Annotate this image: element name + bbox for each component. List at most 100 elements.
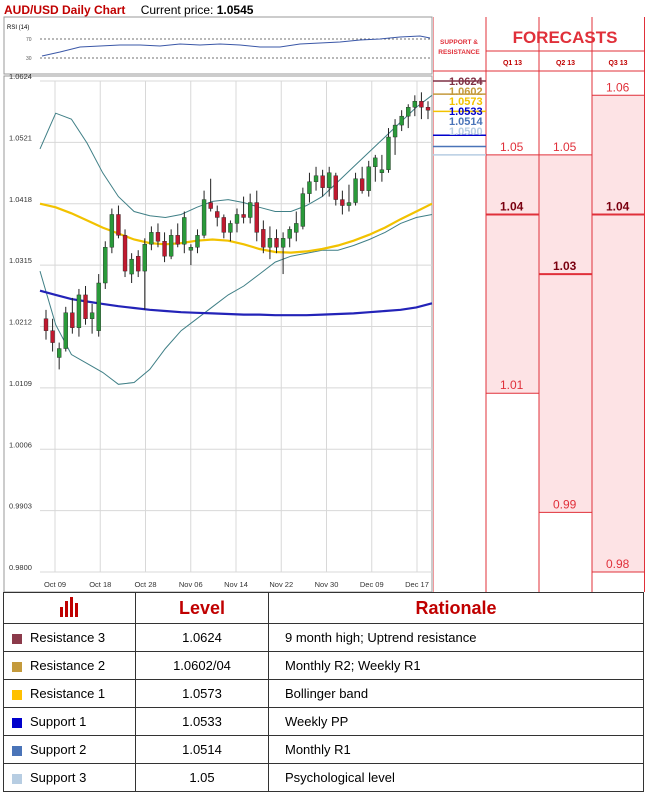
- candle-body: [188, 247, 194, 251]
- forecasts-title: FORECASTS: [513, 28, 618, 47]
- level-name-cell: Resistance 2: [3, 651, 136, 680]
- table-header-icon-cell: [3, 592, 136, 624]
- candle-body: [313, 175, 319, 182]
- x-tick-label: Dec 09: [360, 580, 384, 589]
- candle-body: [320, 175, 325, 188]
- candle-body: [373, 157, 378, 168]
- candle-body: [386, 136, 391, 170]
- candle-body: [392, 124, 398, 138]
- y-tick-label: 1.0212: [9, 318, 32, 327]
- level-name-cell: Support 3: [3, 763, 136, 792]
- candle-body: [56, 348, 62, 358]
- candle-body: [83, 294, 88, 319]
- x-tick-label: Nov 22: [269, 580, 293, 589]
- level-name: Resistance 1: [30, 686, 106, 701]
- candle-body: [274, 238, 279, 248]
- candle-body: [162, 241, 167, 257]
- x-tick-label: Oct 09: [44, 580, 66, 589]
- candle-body: [280, 238, 286, 248]
- y-tick-label: 1.0315: [9, 256, 32, 265]
- level-name: Resistance 2: [30, 658, 106, 673]
- x-tick-label: Dec 17: [405, 580, 429, 589]
- level-value: 1.0573: [135, 679, 269, 708]
- level-name-cell: Support 2: [3, 735, 136, 764]
- level-name: Support 3: [30, 770, 87, 785]
- chart-header: AUD/USD Daily Chart Current price: 1.054…: [4, 3, 253, 17]
- table-row: Resistance 1 1.0573 Bollinger band: [3, 679, 644, 708]
- sr-level-tag: 1.0602: [449, 86, 483, 98]
- forecast-column-label: Q2 13: [556, 60, 575, 67]
- price-panel: [3, 75, 433, 592]
- bar-chart-icon: [59, 596, 78, 617]
- candle-body: [261, 229, 266, 248]
- level-name: Support 1: [30, 714, 87, 729]
- candle-body: [425, 107, 431, 111]
- moving-average-yellow-line: [39, 202, 433, 254]
- sr-level-tag: 1.0500: [449, 126, 483, 138]
- candle-body: [406, 107, 411, 117]
- candle-body: [195, 235, 200, 248]
- y-tick-label: 1.0006: [9, 440, 32, 449]
- bollinger-upper-line: [39, 94, 433, 219]
- candle-body: [182, 217, 187, 245]
- level-value: 1.0624: [135, 623, 269, 652]
- current-price-value: 1.0545: [216, 3, 254, 17]
- level-name: Resistance 3: [30, 630, 106, 645]
- candle-body: [136, 255, 141, 272]
- forecast-value: 1.05: [553, 140, 577, 154]
- forecast-column-label: Q1 13: [503, 60, 522, 67]
- support-resistance-label: SUPPORT &: [440, 39, 478, 46]
- candle-body: [234, 214, 240, 224]
- level-rationale: Psychological level: [268, 763, 644, 792]
- rsi-level-label: 30: [26, 56, 32, 62]
- forecast-range-shade: [486, 154, 539, 394]
- candle-body: [142, 244, 147, 272]
- candle-body: [346, 202, 352, 206]
- forecast-value: 1.01: [500, 378, 524, 392]
- level-name-cell: Support 1: [3, 707, 136, 736]
- sr-level-tag: 1.0624: [449, 76, 484, 88]
- candle-body: [43, 318, 49, 331]
- candle-body: [340, 199, 345, 206]
- table-row: Resistance 3 1.0624 9 month high; Uptrend …: [3, 623, 644, 652]
- level-value: 1.0602/04: [135, 651, 269, 680]
- candle-body: [287, 229, 292, 239]
- rsi-level-label: 70: [26, 37, 32, 43]
- table-row: Support 3 1.05 Psychological level: [3, 763, 644, 792]
- candle-body: [155, 232, 161, 242]
- x-tick-label: Nov 06: [179, 580, 203, 589]
- forecast-value: 1.05: [500, 140, 524, 154]
- y-tick-label: 0.9903: [9, 502, 32, 511]
- candle-body: [412, 101, 418, 108]
- level-name-cell: Resistance 3: [3, 623, 136, 652]
- table-header-row: Level Rationale: [3, 592, 644, 624]
- levels-table: Level Rationale Resistance 3 1.0624 9 mont…: [3, 592, 644, 792]
- table-row: Resistance 2 1.0602/04 Monthly R2; Weekly …: [3, 651, 644, 680]
- candle-body: [50, 330, 55, 343]
- forecast-range-shade: [592, 95, 644, 573]
- candle-body: [109, 214, 115, 248]
- candle-body: [247, 202, 253, 218]
- rsi-label: RSI (14): [7, 25, 29, 31]
- candle-body: [70, 312, 75, 328]
- candle-body: [228, 223, 233, 233]
- candle-body: [366, 166, 371, 191]
- candle-body: [76, 294, 82, 328]
- rsi-line: [41, 35, 431, 57]
- table-row: Support 2 1.0514 Monthly R1: [3, 735, 644, 764]
- forecast-value: 1.06: [606, 80, 630, 94]
- candle-body: [208, 202, 213, 209]
- color-swatch: [12, 773, 22, 784]
- color-swatch: [12, 661, 22, 672]
- candle-body: [175, 235, 180, 245]
- level-value: 1.0514: [135, 735, 269, 764]
- price-chart: RSI (14) 70 30 1.0624 1.0521 1.0418 1.0315 1.02…: [3, 16, 433, 592]
- candle-body: [201, 199, 207, 236]
- y-tick-label: 1.0418: [9, 195, 32, 204]
- level-rationale: Monthly R1: [268, 735, 644, 764]
- candle-body: [103, 247, 108, 284]
- moving-average-blue-line: [39, 289, 433, 317]
- candle-body: [419, 101, 424, 108]
- level-rationale: Bollinger band: [268, 679, 644, 708]
- candle-body: [122, 235, 128, 272]
